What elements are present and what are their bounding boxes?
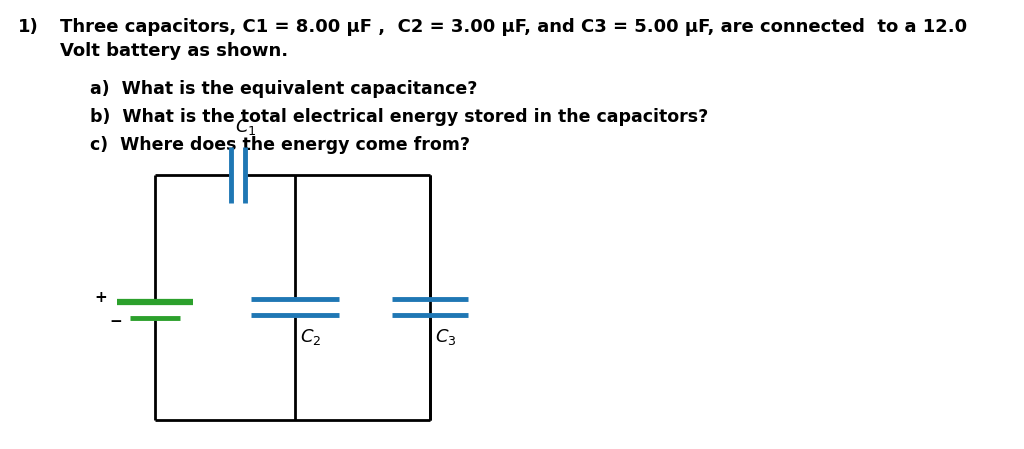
Text: $C_1$: $C_1$: [236, 117, 257, 137]
Text: $C_3$: $C_3$: [435, 327, 457, 347]
Text: c)  Where does the energy come from?: c) Where does the energy come from?: [90, 136, 470, 154]
Text: 1): 1): [18, 18, 39, 36]
Text: a)  What is the equivalent capacitance?: a) What is the equivalent capacitance?: [90, 80, 477, 98]
Text: Volt battery as shown.: Volt battery as shown.: [60, 42, 288, 60]
Text: Three capacitors, C1 = 8.00 μF ,  C2 = 3.00 μF, and C3 = 5.00 μF, are connected : Three capacitors, C1 = 8.00 μF , C2 = 3.…: [60, 18, 967, 36]
Text: b)  What is the total electrical energy stored in the capacitors?: b) What is the total electrical energy s…: [90, 108, 709, 126]
Text: −: −: [110, 314, 122, 330]
Text: $C_2$: $C_2$: [300, 327, 322, 347]
Text: +: +: [94, 291, 106, 305]
